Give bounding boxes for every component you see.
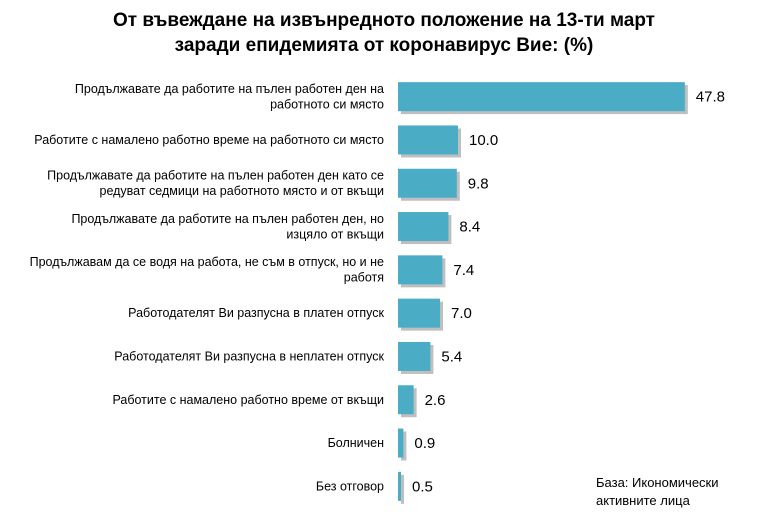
- base-note-line-1: База: Икономически: [596, 475, 719, 490]
- category-label-4-line-2: изцяло от вкъщи: [286, 227, 384, 241]
- category-label-7-line-1: Работодателят Ви разпусна в неплатен отп…: [114, 349, 384, 363]
- value-label-1: 47.8: [696, 89, 725, 106]
- category-label-8-line-1: Работите с намалено работно време от вкъ…: [112, 393, 384, 407]
- chart-title-line-1: От въвеждане на извънредното положение н…: [112, 10, 655, 31]
- value-label-4: 8.4: [459, 219, 480, 236]
- category-label-2: Работите с намалено работно време на раб…: [34, 133, 384, 147]
- value-label-9: 0.9: [414, 435, 435, 452]
- bar-7: [398, 341, 431, 371]
- category-label-5: Продължавам да се водя на работа, не съм…: [30, 255, 384, 285]
- category-label-5-line-1: Продължавам да се водя на работа, не съм…: [30, 255, 384, 269]
- category-label-6-line-1: Работодателят Ви разпусна в платен отпус…: [128, 306, 384, 320]
- category-label-1: Продължавате да работите на пълен работе…: [75, 82, 384, 112]
- value-label-2: 10.0: [469, 132, 498, 149]
- base-note-line-2: активните лица: [596, 493, 690, 508]
- category-label-3: Продължавате да работите на пълен работе…: [47, 169, 384, 199]
- category-label-8: Работите с намалено работно време от вкъ…: [112, 393, 384, 407]
- chart-title-line-2: заради епидемията от коронавирус Вие: (%…: [174, 35, 594, 56]
- category-label-4-line-1: Продължавате да работите на пълен работе…: [71, 212, 384, 226]
- bar-9: [398, 428, 404, 458]
- category-label-10-line-1: Без отговор: [316, 479, 384, 493]
- bar-6: [398, 298, 440, 328]
- bar-4: [398, 212, 449, 242]
- bar-1: [398, 82, 685, 112]
- bar-10: [398, 471, 401, 501]
- category-label-2-line-1: Работите с намалено работно време на раб…: [34, 133, 384, 147]
- category-label-1-line-1: Продължавате да работите на пълен работе…: [75, 82, 384, 96]
- category-label-3-line-2: редуват седмици на работното място и от …: [100, 184, 385, 198]
- category-label-9: Болничен: [328, 436, 385, 450]
- value-label-6: 7.0: [451, 305, 472, 322]
- bar-8: [398, 385, 414, 415]
- category-label-5-line-2: работя: [344, 271, 384, 285]
- bar-shadow-9: [401, 431, 407, 461]
- value-label-5: 7.4: [453, 262, 474, 279]
- bar-3: [398, 168, 457, 198]
- chart-title: От въвеждане на извънредното положение н…: [0, 8, 768, 58]
- category-label-10: Без отговор: [316, 479, 384, 493]
- value-label-3: 9.8: [468, 175, 489, 192]
- category-label-1-line-2: работното си място: [270, 97, 384, 111]
- value-label-8: 2.6: [425, 392, 446, 409]
- category-label-4: Продължавате да работите на пълен работе…: [71, 212, 384, 242]
- bar-shadow-10: [401, 474, 404, 504]
- category-label-9-line-1: Болничен: [328, 436, 385, 450]
- base-note: База: Икономически активните лица: [596, 474, 756, 510]
- bar-2: [398, 125, 458, 155]
- bar-5: [398, 255, 443, 285]
- value-label-7: 5.4: [441, 348, 462, 365]
- category-label-6: Работодателят Ви разпусна в платен отпус…: [128, 306, 384, 320]
- value-label-10: 0.5: [412, 478, 433, 495]
- category-label-3-line-1: Продължавате да работите на пълен работе…: [47, 169, 384, 183]
- category-label-7: Работодателят Ви разпусна в неплатен отп…: [114, 349, 384, 363]
